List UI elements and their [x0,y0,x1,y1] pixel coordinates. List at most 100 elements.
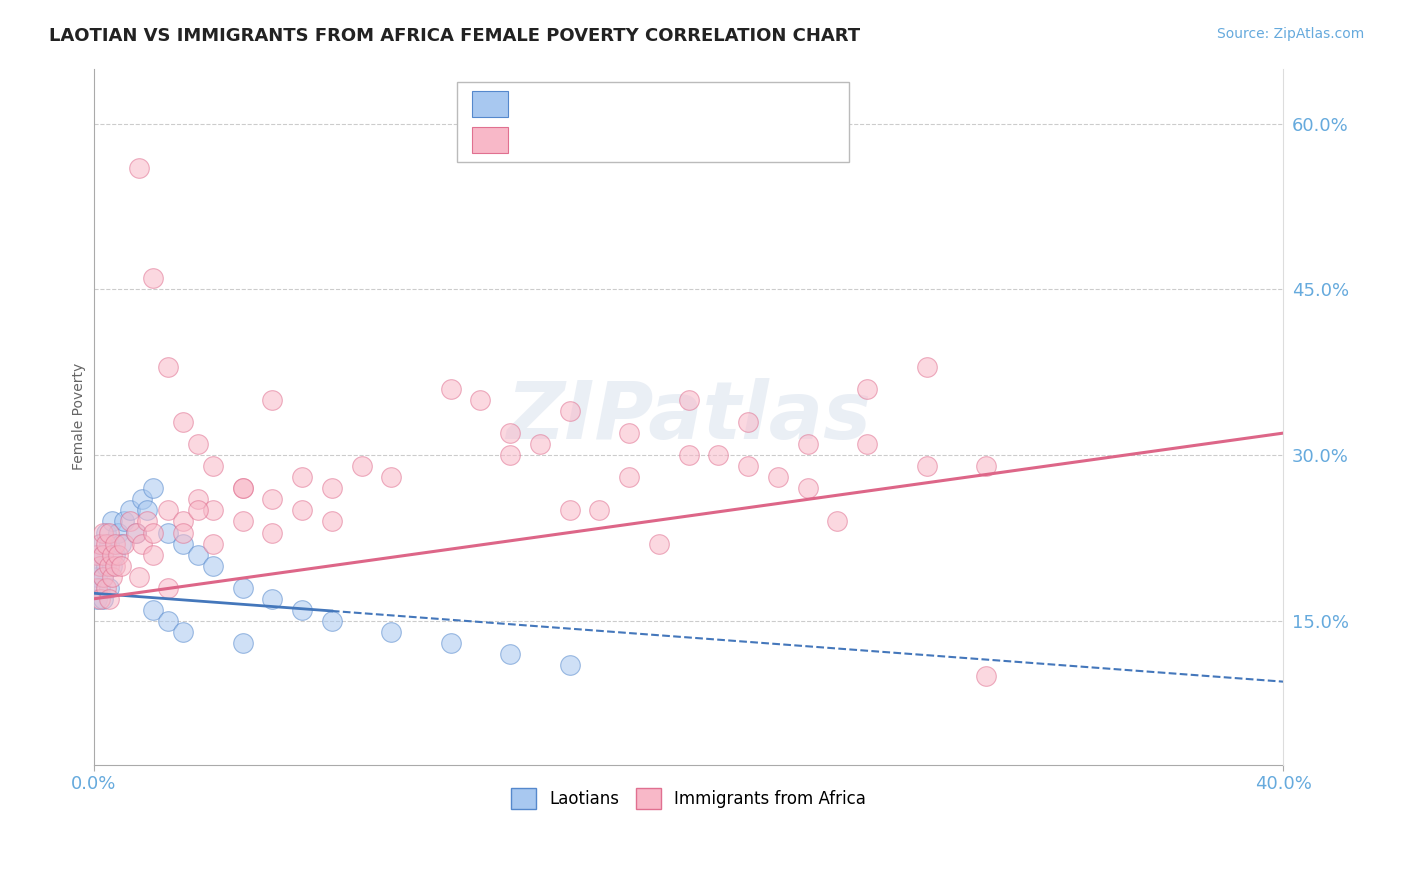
Text: LAOTIAN VS IMMIGRANTS FROM AFRICA FEMALE POVERTY CORRELATION CHART: LAOTIAN VS IMMIGRANTS FROM AFRICA FEMALE… [49,27,860,45]
Immigrants from Africa [737,415,759,429]
Immigrants from Africa [97,558,120,573]
Y-axis label: Female Poverty: Female Poverty [72,363,86,470]
Immigrants from Africa [499,448,522,462]
Laotians [112,515,135,529]
Text: 79: 79 [675,131,696,149]
Laotians [91,570,114,584]
Immigrants from Africa [588,503,610,517]
Immigrants from Africa [128,570,150,584]
Immigrants from Africa [131,536,153,550]
Immigrants from Africa [136,515,159,529]
Laotians [172,624,194,639]
Laotians [232,636,254,650]
FancyBboxPatch shape [472,91,508,117]
Laotians [94,558,117,573]
Legend: Laotians, Immigrants from Africa: Laotians, Immigrants from Africa [505,781,873,815]
Immigrants from Africa [187,503,209,517]
Immigrants from Africa [91,525,114,540]
Immigrants from Africa [89,558,111,573]
Immigrants from Africa [678,392,700,407]
Immigrants from Africa [617,426,640,441]
FancyBboxPatch shape [457,82,849,162]
Immigrants from Africa [187,492,209,507]
Immigrants from Africa [157,503,180,517]
Laotians [91,591,114,606]
Immigrants from Africa [91,570,114,584]
Laotians [558,658,581,673]
Laotians [321,614,343,628]
Laotians [94,525,117,540]
Immigrants from Africa [172,415,194,429]
Laotians [142,603,165,617]
Text: N =: N = [623,131,689,149]
Immigrants from Africa [915,359,938,374]
Laotians [201,558,224,573]
Immigrants from Africa [321,515,343,529]
Text: 40: 40 [675,92,696,111]
Immigrants from Africa [796,481,818,495]
Laotians [380,624,402,639]
Laotians [172,536,194,550]
Laotians [262,591,284,606]
Immigrants from Africa [856,437,879,451]
Immigrants from Africa [766,470,789,484]
FancyBboxPatch shape [472,127,508,153]
Immigrants from Africa [915,459,938,474]
Immigrants from Africa [291,503,314,517]
Immigrants from Africa [648,536,671,550]
Immigrants from Africa [100,548,122,562]
Laotians [97,536,120,550]
Immigrants from Africa [201,536,224,550]
Immigrants from Africa [89,536,111,550]
Immigrants from Africa [262,492,284,507]
Immigrants from Africa [86,581,108,595]
Immigrants from Africa [142,548,165,562]
Immigrants from Africa [974,459,997,474]
Text: R =: R = [520,92,564,111]
Immigrants from Africa [124,525,146,540]
Immigrants from Africa [118,515,141,529]
Laotians [89,581,111,595]
Immigrants from Africa [201,459,224,474]
Laotians [91,548,114,562]
Immigrants from Africa [157,359,180,374]
Immigrants from Africa [232,481,254,495]
Immigrants from Africa [350,459,373,474]
Immigrants from Africa [558,404,581,418]
Immigrants from Africa [440,382,463,396]
Laotians [89,558,111,573]
Immigrants from Africa [737,459,759,474]
Immigrants from Africa [142,271,165,285]
Text: N =: N = [623,92,689,111]
Laotians [107,525,129,540]
Laotians [104,548,127,562]
Immigrants from Africa [529,437,551,451]
Immigrants from Africa [617,470,640,484]
Immigrants from Africa [558,503,581,517]
Immigrants from Africa [470,392,492,407]
Immigrants from Africa [94,536,117,550]
Immigrants from Africa [110,558,132,573]
Immigrants from Africa [128,161,150,175]
Text: R =: R = [520,131,564,149]
Laotians [291,603,314,617]
Immigrants from Africa [107,548,129,562]
Laotians [86,548,108,562]
Laotians [440,636,463,650]
Immigrants from Africa [827,515,849,529]
Immigrants from Africa [974,669,997,683]
Immigrants from Africa [97,591,120,606]
Text: ZIPatlas: ZIPatlas [506,377,872,456]
Immigrants from Africa [262,525,284,540]
Laotians [136,503,159,517]
Laotians [499,647,522,661]
Laotians [142,481,165,495]
Text: -0.103: -0.103 [553,92,617,111]
Immigrants from Africa [104,536,127,550]
Laotians [97,581,120,595]
Laotians [118,503,141,517]
Laotians [124,525,146,540]
Immigrants from Africa [232,515,254,529]
Immigrants from Africa [499,426,522,441]
Laotians [100,515,122,529]
